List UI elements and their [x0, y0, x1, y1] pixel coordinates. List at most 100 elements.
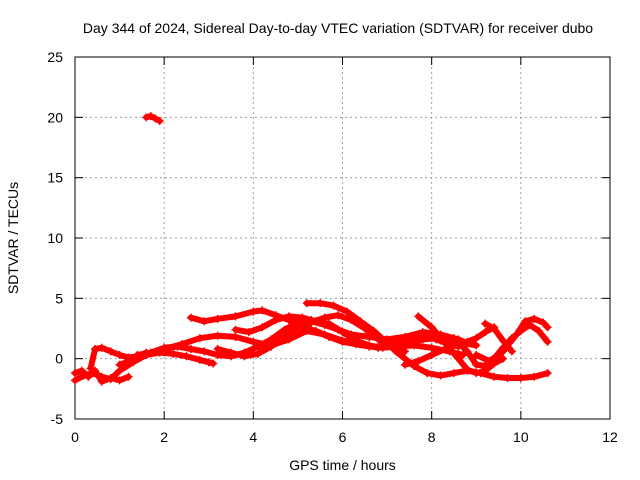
data-point	[543, 323, 552, 332]
x-tick-label: 2	[160, 429, 168, 445]
data-point	[133, 351, 142, 360]
data-point	[311, 317, 320, 326]
data-point	[302, 299, 311, 308]
series-pass-14	[472, 314, 552, 366]
data-point	[383, 338, 392, 347]
data-point	[534, 326, 543, 335]
data-point	[271, 337, 280, 346]
data-point	[155, 116, 164, 125]
data-point	[142, 113, 151, 122]
data-point	[342, 307, 351, 316]
data-point	[485, 357, 494, 366]
data-point	[244, 328, 253, 337]
data-point	[458, 351, 467, 360]
y-tick-label: -5	[51, 411, 64, 427]
data-point	[481, 328, 490, 337]
data-point	[298, 323, 307, 332]
data-point	[77, 366, 86, 375]
data-point	[115, 351, 124, 360]
data-point	[472, 341, 481, 350]
data-point	[418, 331, 427, 340]
data-point	[427, 323, 436, 332]
data-point	[97, 343, 106, 352]
data-point	[400, 347, 409, 356]
data-point	[503, 373, 512, 382]
data-point	[186, 345, 195, 354]
data-point	[169, 349, 178, 358]
data-point	[195, 355, 204, 364]
data-point	[151, 114, 160, 123]
series-pass-11	[414, 312, 507, 378]
data-point	[365, 342, 374, 351]
y-tick-label: 10	[47, 230, 63, 246]
data-point	[97, 377, 106, 386]
data-point	[84, 372, 93, 381]
x-axis-label: GPS time / hours	[289, 457, 396, 473]
data-point	[200, 347, 209, 356]
data-point	[499, 354, 507, 363]
data-point	[213, 314, 222, 323]
data-point	[106, 347, 115, 356]
data-point	[499, 336, 507, 345]
x-tick-label: 0	[71, 429, 79, 445]
data-point	[405, 335, 414, 344]
data-point	[392, 338, 400, 347]
data-point	[454, 354, 463, 363]
data-point	[186, 313, 195, 322]
data-point	[449, 369, 458, 378]
data-point	[86, 364, 95, 373]
data-point	[91, 366, 100, 375]
data-point	[285, 312, 293, 321]
y-tick-label: 15	[47, 170, 63, 186]
data-point	[240, 352, 249, 361]
series-pass-10	[302, 299, 552, 382]
data-point	[253, 342, 262, 351]
data-point	[231, 312, 240, 321]
data-point	[490, 372, 499, 381]
x-tick-label: 10	[513, 429, 529, 445]
y-tick-label: 25	[47, 49, 63, 65]
data-point	[472, 360, 481, 369]
y-tick-label: 20	[47, 109, 63, 125]
data-point	[414, 357, 423, 366]
data-point	[472, 369, 481, 378]
data-point	[195, 334, 204, 343]
x-tick-label: 4	[249, 429, 257, 445]
data-point	[521, 317, 530, 326]
data-point	[436, 371, 445, 380]
data-point	[530, 314, 539, 323]
data-point	[249, 337, 258, 346]
data-point	[258, 306, 267, 315]
data-point	[325, 319, 334, 328]
data-point	[507, 347, 516, 356]
data-point	[182, 352, 191, 361]
series-pass-2	[71, 366, 133, 386]
data-point	[200, 317, 209, 326]
data-point	[378, 342, 387, 351]
series-line	[482, 320, 515, 355]
data-point	[115, 376, 124, 385]
data-point	[338, 328, 347, 337]
data-point	[441, 345, 450, 354]
data-point	[530, 372, 539, 381]
series-line	[259, 324, 462, 352]
tick-labels: 0 2 4 6 8 10 12 -5 0 5 10 15 20 25	[47, 49, 618, 445]
data-point	[298, 313, 307, 322]
data-point	[115, 360, 124, 369]
data-point	[204, 358, 213, 367]
data-point	[449, 334, 458, 343]
data-point	[231, 325, 240, 334]
x-tick-label: 8	[428, 429, 436, 445]
grid-lines	[75, 57, 610, 419]
x-tick-label: 12	[602, 429, 618, 445]
data-point	[392, 347, 400, 356]
data-point	[146, 348, 155, 357]
data-point	[369, 326, 378, 335]
data-point	[231, 332, 240, 341]
data-point	[258, 323, 267, 332]
data-point	[71, 376, 79, 385]
data-point	[253, 349, 262, 358]
data-point	[481, 319, 490, 328]
y-tick-label: 0	[55, 351, 63, 367]
